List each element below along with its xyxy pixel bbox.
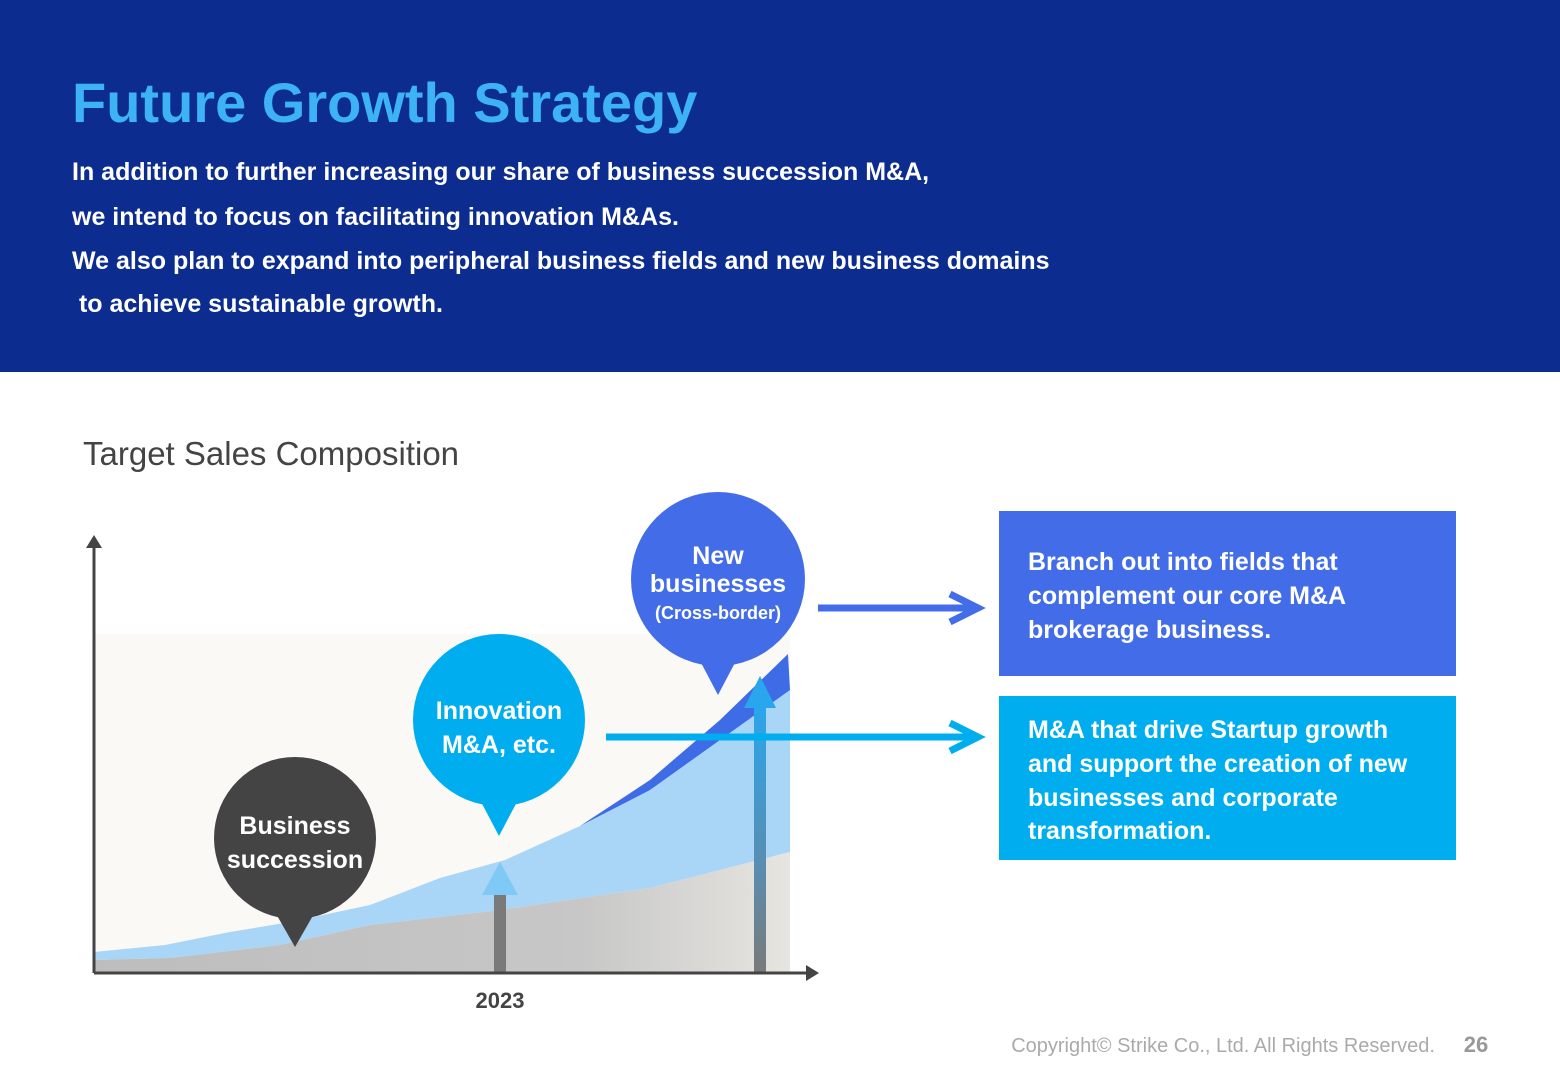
bubble-text: Innovation xyxy=(436,697,562,725)
bubble-note: (Cross-border) xyxy=(655,603,781,623)
copyright: Copyright© Strike Co., Ltd. All Rights R… xyxy=(1011,1035,1435,1057)
box-text: and support the creation of new xyxy=(1028,750,1408,778)
section-title: Target Sales Composition xyxy=(83,435,459,472)
growth-arrow xyxy=(744,676,776,708)
bubble xyxy=(631,492,805,666)
body-line: In addition to further increasing our sh… xyxy=(72,158,929,186)
body-line: We also plan to expand into peripheral b… xyxy=(72,247,1050,275)
bubble-text: New xyxy=(692,542,744,570)
axis xyxy=(92,545,810,975)
connector-arrow xyxy=(818,590,986,626)
bubble-pointer xyxy=(275,912,315,947)
info-box xyxy=(999,511,1456,676)
bubble-text: M&A, etc. xyxy=(442,731,556,759)
header-band xyxy=(0,0,1560,372)
box-text: transformation. xyxy=(1028,817,1211,845)
page-number: 26 xyxy=(1464,1032,1488,1057)
growth-arrow xyxy=(494,893,506,973)
bubble-text: businesses xyxy=(650,570,786,598)
title: Future Growth Strategy xyxy=(72,71,697,134)
bubble-pointer xyxy=(698,657,738,695)
bubble xyxy=(413,634,585,806)
box-text: M&A that drive Startup growth xyxy=(1028,716,1388,744)
box-text: brokerage business. xyxy=(1028,616,1271,644)
area-innovation xyxy=(94,690,790,960)
growth-arrow xyxy=(482,862,518,895)
bubble-text: Business xyxy=(239,812,350,840)
bubble-pointer xyxy=(479,798,519,836)
connector-arrow xyxy=(606,719,986,755)
info-box xyxy=(999,696,1456,860)
box-text: businesses and corporate xyxy=(1028,784,1338,812)
box-text: complement our core M&A xyxy=(1028,582,1346,610)
growth-arrow xyxy=(754,705,766,973)
box-text: Branch out into fields that xyxy=(1028,548,1338,576)
body-line: to achieve sustainable growth. xyxy=(72,290,443,318)
bubble xyxy=(214,757,376,919)
area-succession xyxy=(94,852,790,973)
body-line: we intend to focus on facilitating innov… xyxy=(71,203,679,231)
x-label: 2023 xyxy=(476,988,525,1013)
bubble-text: succession xyxy=(227,846,363,874)
